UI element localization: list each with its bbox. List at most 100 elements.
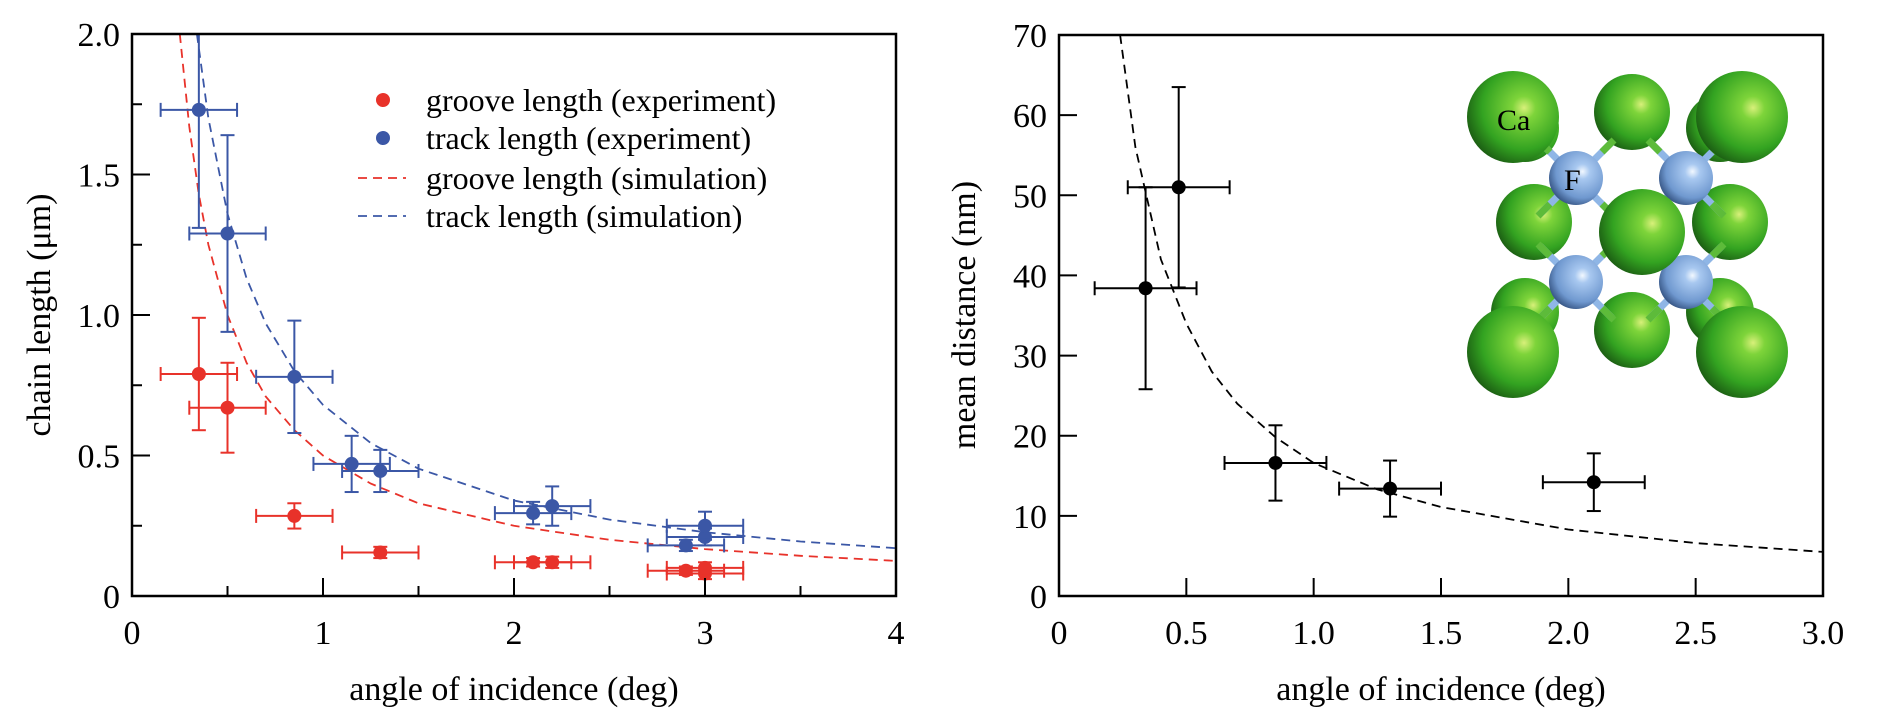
left-data-point	[665, 510, 745, 541]
right-chart: Ca F 0 0.5 1.0 1.5 2.0 2.5 3.0 0 10 20 30 40 50 60 70 a…	[946, 18, 1844, 708]
right-y-tick-label: 10	[1013, 499, 1047, 536]
legend-marker	[376, 93, 390, 107]
right-x-tick-label: 0.5	[1165, 615, 1208, 652]
right-x-tick-label: 0	[1051, 615, 1068, 652]
right-y-tick-label: 50	[1013, 178, 1047, 215]
left-data-point	[341, 448, 420, 494]
right-y-tick-label: 60	[1013, 98, 1047, 135]
legend-label: groove length (simulation)	[426, 160, 767, 196]
data-marker	[545, 499, 560, 514]
right-data-point	[1541, 452, 1646, 513]
legend-marker	[376, 131, 390, 145]
right-data-point	[1126, 86, 1231, 289]
left-y-tick-label: 1.0	[78, 298, 121, 335]
data-marker	[373, 463, 388, 478]
f-atom-icon	[1659, 151, 1713, 205]
right-plot-area	[1093, 35, 1823, 553]
legend-item: groove length (simulation)	[358, 160, 767, 196]
bond	[1599, 305, 1617, 323]
right-x-tick-label: 1.5	[1420, 615, 1463, 652]
legend-label: track length (experiment)	[426, 120, 751, 156]
bond	[1599, 137, 1617, 155]
bond	[1535, 201, 1553, 219]
ca-atom-icon	[1467, 306, 1559, 398]
legend-item: track length (experiment)	[376, 120, 751, 156]
f-atom-icon	[1549, 151, 1603, 205]
right-data-point	[1223, 424, 1328, 502]
data-marker	[526, 506, 541, 521]
right-y-tick-label: 40	[1013, 258, 1047, 295]
f-atom-icon	[1549, 255, 1603, 309]
right-x-tick-label: 3.0	[1802, 615, 1845, 652]
ca-label: Ca	[1497, 104, 1530, 137]
ca-atom-icon	[1594, 74, 1670, 150]
data-marker	[191, 102, 206, 117]
data-marker	[191, 367, 206, 382]
data-marker	[1138, 281, 1153, 296]
data-marker	[287, 369, 302, 384]
data-marker	[678, 563, 693, 578]
legend-item: groove length (experiment)	[376, 82, 776, 118]
left-data-point	[513, 555, 592, 570]
right-y-tick-label: 20	[1013, 419, 1047, 456]
left-y-tick-label: 0	[103, 579, 120, 616]
bond	[1645, 305, 1663, 323]
left-data-point	[159, 34, 239, 229]
left-data-point	[665, 560, 745, 575]
left-data-point	[646, 563, 726, 578]
left-data-point	[255, 502, 334, 530]
legend-item: track length (simulation)	[358, 198, 742, 234]
right-x-tick-label: 2.5	[1674, 615, 1717, 652]
left-data-point	[188, 134, 267, 333]
data-marker	[678, 538, 693, 553]
left-legend: groove length (experiment)track length (…	[358, 82, 776, 234]
data-marker	[220, 400, 235, 415]
left-ticks: 0 1 2 3 4 0 0.5 1.0 1.5 2.0	[78, 17, 905, 652]
left-chart: 0 1 2 3 4 0 0.5 1.0 1.5 2.0 angle of incidence (d…	[21, 17, 905, 708]
f-atom-icon	[1659, 255, 1713, 309]
data-marker	[698, 518, 712, 533]
bond	[1709, 201, 1727, 219]
ca-atom-icon	[1696, 306, 1788, 398]
data-marker	[344, 456, 359, 471]
right-y-tick-label: 0	[1030, 579, 1047, 616]
left-data-point	[255, 319, 334, 435]
left-plot-area	[159, 34, 896, 581]
right-data-point	[1338, 459, 1442, 518]
left-y-tick-label: 1.5	[78, 158, 121, 195]
ca-atom-icon	[1594, 292, 1670, 368]
data-marker	[1171, 180, 1186, 195]
left-x-tick-label: 4	[888, 615, 905, 652]
data-marker	[373, 545, 388, 560]
caf2-crystal-inset: Ca F	[1467, 71, 1788, 398]
legend-label: track length (simulation)	[426, 198, 742, 234]
right-y-axis-title: mean distance (nm)	[946, 181, 983, 449]
data-marker	[1383, 481, 1398, 496]
right-y-tick-label: 70	[1013, 18, 1047, 55]
left-simulation-curve	[178, 34, 896, 562]
left-data-point	[312, 434, 391, 494]
left-x-tick-label: 2	[506, 615, 523, 652]
left-y-tick-label: 2.0	[78, 17, 121, 54]
right-y-tick-label: 30	[1013, 339, 1047, 376]
data-marker	[287, 508, 302, 523]
left-x-axis-title: angle of incidence (deg)	[349, 671, 678, 708]
left-x-tick-label: 0	[124, 615, 141, 652]
left-x-tick-label: 3	[697, 615, 714, 652]
data-marker	[545, 555, 560, 570]
legend-label: groove length (experiment)	[426, 82, 776, 118]
right-ticks: 0 0.5 1.0 1.5 2.0 2.5 3.0 0 10 20 30 40 50 60 70	[1013, 18, 1844, 652]
left-data-point	[341, 545, 420, 560]
ca-atom-icon	[1467, 71, 1559, 163]
bond	[1645, 137, 1663, 155]
data-marker	[1268, 455, 1283, 470]
data-marker	[698, 560, 712, 575]
data-marker	[220, 226, 235, 241]
ca-atom-icon	[1696, 71, 1788, 163]
data-marker	[1586, 475, 1601, 490]
left-data-point	[513, 485, 592, 527]
left-data-point	[159, 316, 239, 432]
bond	[1535, 241, 1553, 259]
left-y-tick-label: 0.5	[78, 439, 121, 476]
